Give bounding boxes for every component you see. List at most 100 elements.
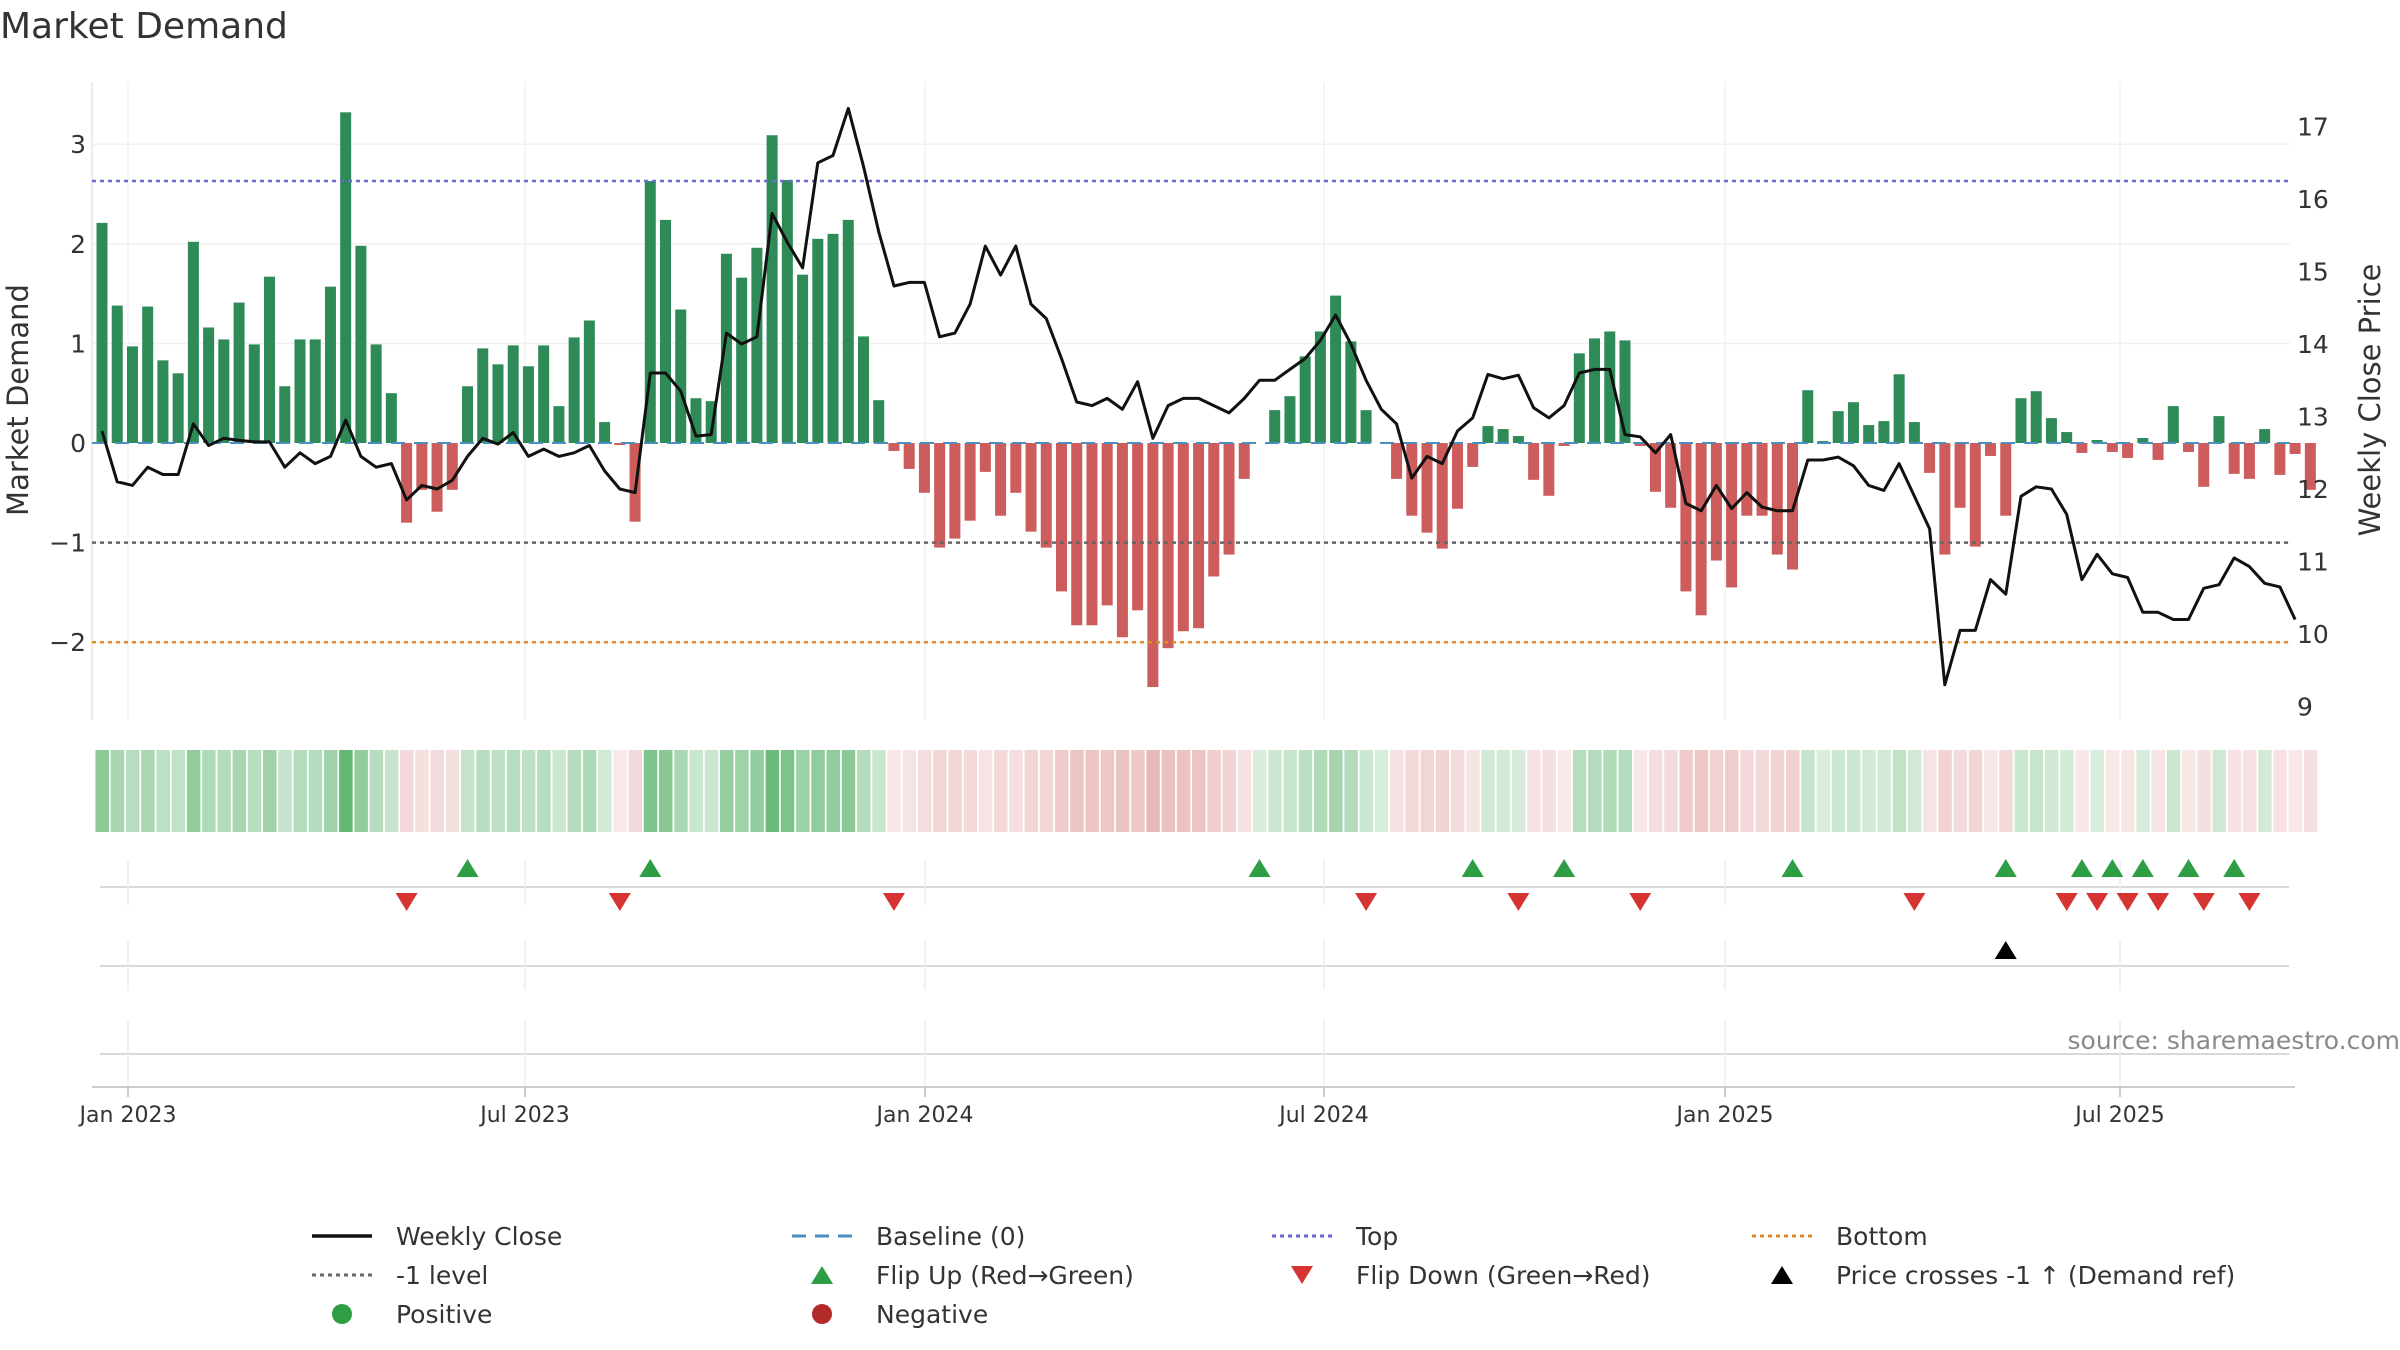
heat-cell-positive bbox=[1344, 750, 1358, 832]
heat-cell-negative bbox=[2273, 750, 2287, 832]
positive-demand-bar bbox=[2167, 406, 2179, 443]
heat-cell-negative bbox=[1923, 750, 1937, 832]
heat-cell-negative bbox=[1999, 750, 2013, 832]
negative-demand-bar bbox=[1238, 443, 1250, 479]
heat-cell-positive bbox=[841, 750, 856, 832]
flip-up-marker bbox=[2070, 859, 2093, 877]
heat-cell-negative bbox=[1542, 750, 1556, 832]
negative-demand-bar bbox=[1771, 443, 1783, 555]
heat-cell-negative bbox=[1070, 750, 1084, 832]
heat-cell-positive bbox=[552, 750, 566, 832]
negative-demand-bar bbox=[1040, 443, 1052, 548]
flip-up-marker bbox=[1461, 859, 1484, 877]
negative-demand-bar bbox=[949, 443, 961, 539]
positive-demand-bar bbox=[187, 241, 199, 443]
negative-demand-bar bbox=[1634, 443, 1646, 446]
positive-demand-bar bbox=[568, 337, 580, 443]
positive-demand-bar bbox=[248, 344, 260, 443]
bottom-panel-gridlines bbox=[127, 1020, 2121, 1087]
positive-demand-bar bbox=[1284, 396, 1296, 443]
heat-cell-negative bbox=[415, 750, 429, 832]
right-y-tick-label: 16 bbox=[2297, 185, 2329, 214]
demand-bars bbox=[96, 112, 2316, 688]
legend-item: Flip Up (Red→Green) bbox=[811, 1261, 1134, 1290]
x-tick-label: Jul 2023 bbox=[478, 1103, 570, 1128]
negative-demand-bar bbox=[1071, 443, 1083, 626]
positive-demand-bar bbox=[538, 345, 550, 443]
positive-demand-bar bbox=[1604, 331, 1616, 443]
negative-demand-bar bbox=[995, 443, 1007, 516]
positive-demand-bar bbox=[2061, 432, 2073, 443]
heat-cell-negative bbox=[1100, 750, 1115, 832]
heat-cell-positive bbox=[1603, 750, 1617, 832]
negative-demand-bar bbox=[903, 443, 915, 469]
negative-demand-bar bbox=[2106, 443, 2118, 452]
heat-cell-negative bbox=[2182, 750, 2196, 832]
legend-item: Negative bbox=[812, 1300, 988, 1329]
negative-demand-bar bbox=[1985, 443, 1997, 456]
positive-demand-bar bbox=[1589, 338, 1601, 443]
heat-cell-negative bbox=[963, 750, 978, 832]
negative-demand-bar bbox=[1010, 443, 1022, 493]
cross-up-marker bbox=[1994, 941, 2017, 959]
legend-swatch-triangle-down bbox=[1291, 1266, 1313, 1284]
heat-cell-positive bbox=[339, 750, 353, 832]
negative-demand-bar bbox=[934, 443, 946, 548]
positive-demand-bar bbox=[1908, 422, 1920, 443]
negative-demand-bar bbox=[1101, 443, 1113, 606]
x-tick-label: Jan 2023 bbox=[78, 1103, 177, 1128]
heat-cell-positive bbox=[2258, 750, 2272, 832]
flip-down-marker bbox=[1903, 893, 1926, 911]
positive-demand-bar bbox=[2045, 418, 2057, 443]
positive-demand-bar bbox=[873, 400, 885, 443]
heat-cell-positive bbox=[643, 750, 658, 832]
negative-demand-bar bbox=[964, 443, 976, 521]
heat-cell-positive bbox=[689, 750, 703, 832]
negative-demand-bar bbox=[614, 443, 626, 445]
x-tick-label: Jul 2024 bbox=[1277, 1103, 1369, 1128]
heat-cell-negative bbox=[1207, 750, 1221, 832]
heat-cell-positive bbox=[704, 750, 719, 832]
positive-demand-bar bbox=[1269, 410, 1281, 443]
flip-down-marker bbox=[2116, 893, 2139, 911]
heat-cell-negative bbox=[1755, 750, 1770, 832]
positive-demand-bar bbox=[675, 309, 687, 443]
x-tick-label: Jan 2025 bbox=[1675, 1103, 1774, 1128]
heat-cell-positive bbox=[141, 750, 155, 832]
left-y-tick-label: 1 bbox=[70, 329, 86, 358]
positive-demand-bar bbox=[1619, 340, 1631, 443]
negative-demand-bar bbox=[1391, 443, 1403, 479]
legend-label: -1 level bbox=[396, 1261, 488, 1290]
heat-cell-negative bbox=[1709, 750, 1724, 832]
legend-label: Flip Up (Red→Green) bbox=[876, 1261, 1134, 1290]
heat-cell-negative bbox=[2151, 750, 2166, 832]
positive-demand-bar bbox=[2137, 438, 2149, 443]
positive-demand-bar bbox=[781, 180, 793, 443]
heat-cell-positive bbox=[2212, 750, 2226, 832]
positive-demand-bar bbox=[1802, 390, 1814, 443]
flip-up-marker bbox=[1781, 859, 1804, 877]
heat-cell-positive bbox=[1801, 750, 1815, 832]
positive-demand-bar bbox=[203, 327, 215, 443]
heat-cell-positive bbox=[1831, 750, 1846, 832]
positive-demand-bar bbox=[1497, 429, 1509, 443]
heat-cell-positive bbox=[308, 750, 323, 832]
heat-cell-negative bbox=[1953, 750, 1968, 832]
negative-demand-bar bbox=[888, 443, 900, 451]
heat-cell-negative bbox=[1984, 750, 1998, 832]
positive-demand-bar bbox=[522, 366, 534, 443]
positive-demand-bar bbox=[309, 339, 321, 443]
heat-cell-positive bbox=[1907, 750, 1922, 832]
heat-cell-negative bbox=[1968, 750, 1983, 832]
positive-demand-bar bbox=[858, 336, 869, 443]
positive-demand-bar bbox=[507, 345, 519, 443]
positive-demand-bar bbox=[1878, 421, 1890, 443]
flip-down-marker bbox=[2192, 893, 2215, 911]
heat-cell-negative bbox=[2121, 750, 2135, 832]
heat-cell-positive bbox=[1877, 750, 1891, 832]
heat-cell-negative bbox=[1420, 750, 1435, 832]
left-y-tick-label: 0 bbox=[70, 429, 86, 458]
heat-cell-positive bbox=[1374, 750, 1389, 832]
flip-down-marker bbox=[1355, 893, 1378, 911]
heat-cell-positive bbox=[247, 750, 262, 832]
